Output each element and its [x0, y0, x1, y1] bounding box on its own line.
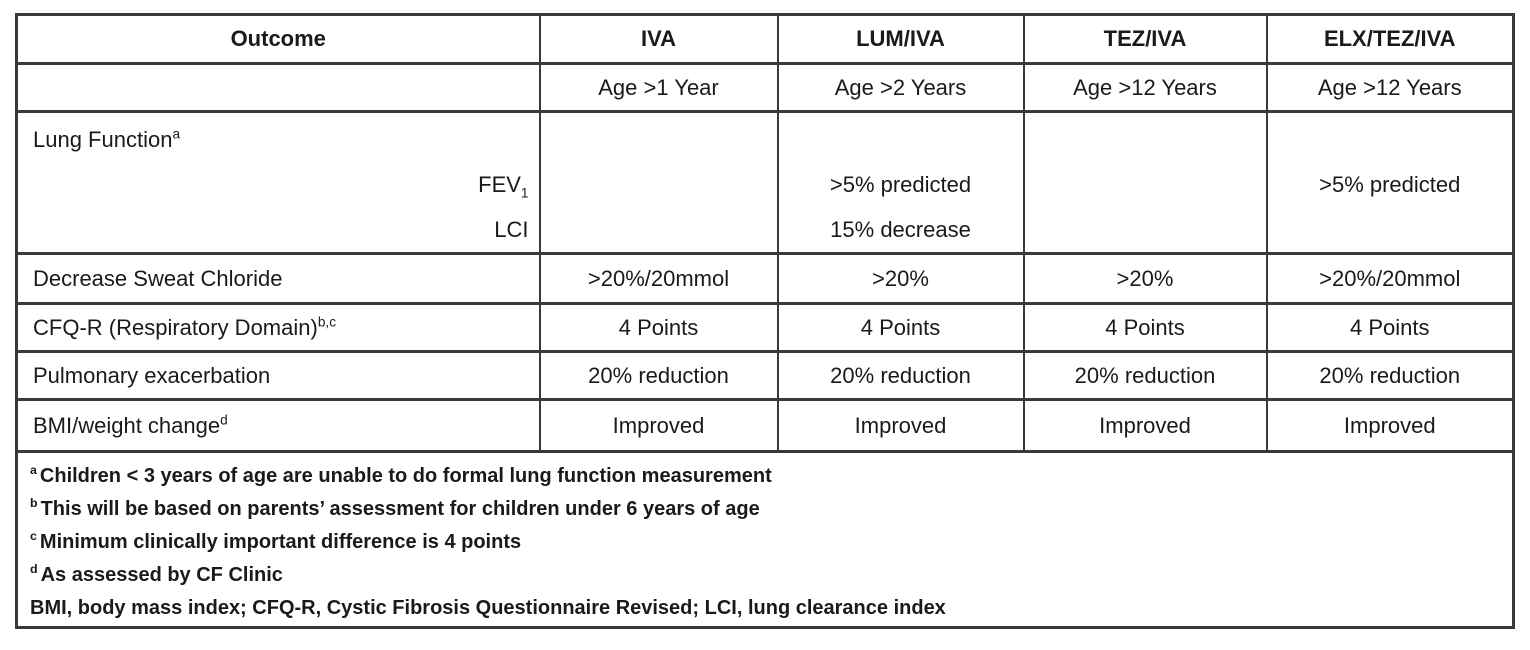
lci-value-elx-tez-iva: [1269, 207, 1512, 251]
row-label-sweat-chloride: Decrease Sweat Chloride: [15, 252, 541, 305]
table-header-row: Outcome IVA LUM/IVA TEZ/IVA ELX/TEZ/IVA: [15, 13, 1515, 65]
fev1-value-elx-tez-iva: >5% predicted: [1319, 172, 1461, 197]
column-header-tez-iva: TEZ/IVA: [1022, 13, 1268, 65]
cell-pulmonary-tez-iva: 20% reduction: [1022, 350, 1268, 401]
table-row-cfqr: CFQ-R (Respiratory Domain)b,c 4 Points 4…: [15, 302, 1515, 353]
table-row-bmi: BMI/weight changed Improved Improved Imp…: [15, 398, 1515, 453]
lci-value-tez-iva: [1026, 207, 1265, 251]
cell-sweat-tez-iva: >20%: [1022, 252, 1268, 305]
footnotes-row: a Children < 3 years of age are unable to…: [15, 450, 1515, 629]
cell-pulmonary-iva: 20% reduction: [538, 350, 779, 401]
cell-bmi-elx-tez-iva: Improved: [1265, 398, 1515, 453]
footnote-d: d As assessed by CF Clinic: [30, 562, 283, 586]
row-label-bmi: BMI/weight changed: [15, 398, 541, 453]
age-row: Age >1 Year Age >2 Years Age >12 Years A…: [15, 62, 1515, 113]
column-header-lum-iva: LUM/IVA: [776, 13, 1025, 65]
cell-cfqr-iva: 4 Points: [538, 302, 779, 353]
age-row-empty-cell: [15, 62, 541, 113]
abbreviations-line: BMI, body mass index; CFQ-R, Cystic Fibr…: [30, 597, 946, 619]
footnote-c: c Minimum clinically important difference…: [30, 529, 522, 553]
lci-label: LCI: [494, 217, 529, 242]
lung-function-label: Lung Functiona: [33, 126, 181, 152]
cell-sweat-elx-tez-iva: >20%/20mmol: [1265, 252, 1515, 305]
outcomes-table: Outcome IVA LUM/IVA TEZ/IVA ELX/TEZ/IVA …: [15, 13, 1515, 629]
column-header-iva: IVA: [538, 13, 779, 65]
lung-function-cell-lum-iva: >5% predicted 15% decrease: [776, 110, 1025, 255]
lung-function-cell-tez-iva: [1022, 110, 1268, 255]
table-row-sweat-chloride: Decrease Sweat Chloride >20%/20mmol >20%…: [15, 252, 1515, 305]
cell-pulmonary-elx-tez-iva: 20% reduction: [1265, 350, 1515, 401]
age-cell-lum-iva: Age >2 Years: [776, 62, 1025, 113]
cell-bmi-iva: Improved: [538, 398, 779, 453]
cell-sweat-lum-iva: >20%: [776, 252, 1025, 305]
table-row-pulmonary: Pulmonary exacerbation 20% reduction 20%…: [15, 350, 1515, 401]
footnote-b: b This will be based on parents’ assessme…: [30, 496, 760, 520]
lung-function-cell-iva: [538, 110, 779, 255]
row-label-cfqr: CFQ-R (Respiratory Domain)b,c: [15, 302, 541, 353]
age-cell-tez-iva: Age >12 Years: [1022, 62, 1268, 113]
lung-function-label-cell: Lung Functiona FEV1 LCI: [15, 110, 541, 255]
cell-sweat-iva: >20%/20mmol: [538, 252, 779, 305]
cell-bmi-tez-iva: Improved: [1022, 398, 1268, 453]
footnote-a: a Children < 3 years of age are unable to…: [30, 463, 772, 487]
fev1-value-iva: [542, 162, 776, 207]
fev1-label: FEV1: [478, 172, 529, 201]
cell-cfqr-lum-iva: 4 Points: [776, 302, 1025, 353]
cell-cfqr-tez-iva: 4 Points: [1022, 302, 1268, 353]
age-cell-elx-tez-iva: Age >12 Years: [1265, 62, 1515, 113]
fev1-value-lum-iva: >5% predicted: [829, 172, 972, 197]
lung-function-row: Lung Functiona FEV1 LCI >5% predicted 15…: [15, 110, 1515, 255]
lci-value-lum-iva: 15% decrease: [830, 217, 971, 242]
cell-pulmonary-lum-iva: 20% reduction: [776, 350, 1025, 401]
column-header-outcome: Outcome: [15, 13, 541, 65]
footnotes-cell: a Children < 3 years of age are unable to…: [15, 450, 1515, 629]
lci-value-iva: [542, 207, 776, 251]
cell-bmi-lum-iva: Improved: [776, 398, 1025, 453]
fev1-value-tez-iva: [1026, 162, 1265, 207]
row-label-pulmonary: Pulmonary exacerbation: [15, 350, 541, 401]
lung-function-cell-elx-tez-iva: >5% predicted: [1265, 110, 1515, 255]
cell-cfqr-elx-tez-iva: 4 Points: [1265, 302, 1515, 353]
column-header-elx-tez-iva: ELX/TEZ/IVA: [1265, 13, 1515, 65]
age-cell-iva: Age >1 Year: [538, 62, 779, 113]
